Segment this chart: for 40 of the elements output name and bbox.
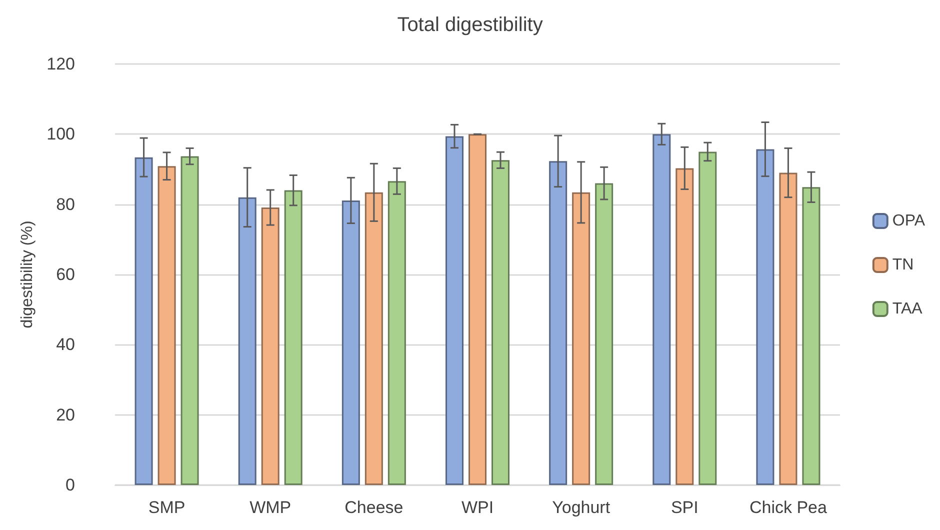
bar	[134, 157, 153, 485]
x-tick-label: Cheese	[344, 498, 404, 517]
bar	[779, 172, 798, 485]
x-tick-label: Yoghurt	[552, 498, 610, 517]
bar	[595, 183, 614, 485]
y-tick-label: 60	[56, 265, 75, 284]
bar	[652, 134, 671, 485]
bar	[388, 181, 406, 485]
bar	[446, 136, 464, 485]
y-tick-label: 80	[56, 194, 75, 214]
y-tick-label: 120	[46, 54, 75, 74]
bar	[756, 149, 774, 485]
bar	[572, 192, 590, 485]
bar	[676, 168, 694, 485]
bar	[284, 190, 302, 485]
bar	[468, 134, 486, 485]
x-tick-label: SMP	[148, 498, 186, 517]
x-tick-label: WPI	[461, 498, 494, 517]
y-tick-label: 20	[56, 405, 75, 424]
bar	[364, 192, 383, 485]
y-tick-label: 100	[46, 124, 75, 144]
legend-label: OPA	[892, 212, 926, 230]
bar	[238, 197, 256, 485]
bar	[492, 160, 510, 485]
bar	[549, 161, 568, 485]
chart-title: Total digestibility	[397, 14, 543, 36]
legend-label: TAA	[892, 300, 923, 318]
bar	[158, 166, 176, 485]
bar	[698, 152, 717, 485]
y-tick-label: 40	[56, 335, 75, 354]
bar	[342, 200, 360, 485]
y-axis-title: digestibility (%)	[19, 220, 36, 328]
legend-label: TN	[892, 256, 914, 274]
y-tick-label: 0	[66, 476, 75, 494]
x-tick-label: SPI	[670, 498, 698, 517]
bar	[261, 207, 280, 485]
x-tick-label: WMP	[250, 498, 292, 517]
bar	[802, 187, 820, 485]
bar	[180, 156, 199, 485]
x-tick-label: Chick Pea	[749, 498, 828, 517]
